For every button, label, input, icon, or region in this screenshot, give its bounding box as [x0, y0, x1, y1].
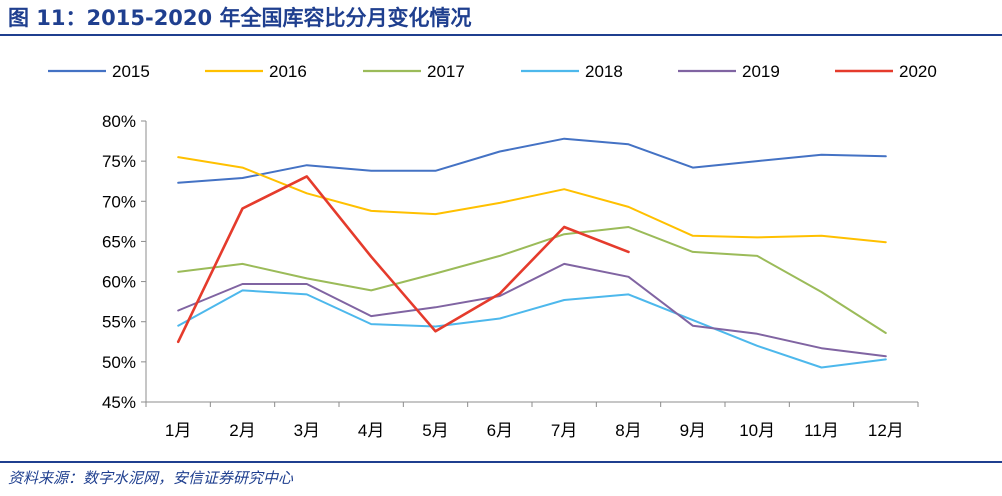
line-chart: 2015 2016 2017 2018 2019 2020 45% 50% 55% 60% 65%… [48, 62, 937, 440]
legend-label-2015: 2015 [112, 62, 150, 81]
x-tick-label: 5月 [422, 421, 448, 440]
legend-label-2017: 2017 [427, 62, 465, 81]
series-line-2015 [177, 137, 887, 184]
y-tick-label: 45% [102, 393, 136, 412]
y-tick-label: 55% [102, 313, 136, 332]
x-tick-label: 1月 [165, 421, 191, 440]
legend-label-2019: 2019 [742, 62, 780, 81]
y-tick-label: 70% [102, 192, 136, 211]
x-tick-label: 3月 [294, 421, 320, 440]
legend-label-2020: 2020 [899, 62, 937, 81]
x-tick-label: 9月 [680, 421, 706, 440]
x-tick-label: 2月 [229, 421, 255, 440]
x-tick-label: 12月 [868, 421, 904, 440]
legend-label-2018: 2018 [585, 62, 623, 81]
series-line-2019 [177, 262, 887, 358]
x-tick-label: 10月 [739, 421, 775, 440]
y-tick-label: 75% [102, 152, 136, 171]
series-lines [176, 137, 887, 369]
legend-label-2016: 2016 [269, 62, 307, 81]
x-tick-label: 4月 [358, 421, 384, 440]
legend: 2015 2016 2017 2018 2019 2020 [48, 62, 937, 81]
x-tick-label: 8月 [615, 421, 641, 440]
x-tick-label: 6月 [487, 421, 513, 440]
axes: 45% 50% 55% 60% 65% 70% 75% 80% 1月 2月 3月 4月 5月 6月 7月 8月… [102, 112, 919, 440]
y-tick-label: 80% [102, 112, 136, 131]
series-line-2018 [177, 289, 887, 369]
y-tick-label: 65% [102, 232, 136, 251]
y-tick-label: 50% [102, 353, 136, 372]
title-divider [0, 34, 1002, 36]
series-line-2017 [177, 226, 887, 334]
y-tick-label: 60% [102, 273, 136, 292]
footer-divider [0, 461, 1002, 463]
x-tick-label: 7月 [551, 421, 577, 440]
source-note: 资料来源：数字水泥网，安信证券研究中心 [8, 469, 294, 487]
series-line-2016 [177, 156, 887, 244]
x-tick-label: 11月 [804, 421, 839, 440]
chart-title: 图 11：2015-2020 年全国库容比分月变化情况 [8, 6, 472, 30]
series-line-2020 [176, 175, 630, 344]
